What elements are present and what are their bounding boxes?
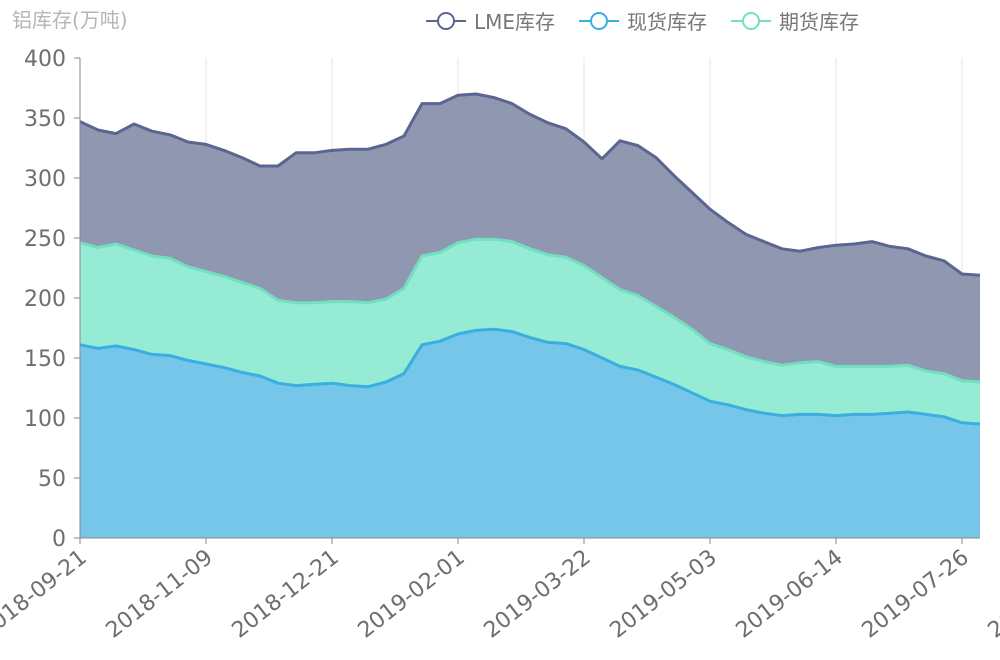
y-tick-label-5: 250 <box>24 227 66 252</box>
x-tick-label-7: 2019-07-26 <box>858 545 974 643</box>
series-line-2 <box>79 92 981 277</box>
legend-swatch-futures <box>731 11 772 30</box>
x-tick-label-0: 2018-09-21 <box>0 545 92 643</box>
legend-swatch-lme <box>426 11 466 30</box>
x-tick-label-8: 2019-09-20 <box>984 545 1000 643</box>
legend-label-lme: LME库存 <box>474 10 556 34</box>
x-tick-label-4: 2019-03-22 <box>480 545 596 643</box>
x-tick-label-6: 2019-06-14 <box>732 545 848 643</box>
legend-label-futures: 期货库存 <box>779 10 860 34</box>
legend-item-lme[interactable]: LME库存 <box>424 6 555 35</box>
y-tick-label-2: 100 <box>24 407 66 432</box>
y-axis-title: 铝库存(万吨) <box>12 8 128 32</box>
y-tick-label-0: 0 <box>52 527 66 552</box>
y-tick-label-4: 200 <box>24 287 66 312</box>
x-tick-label-2: 2018-12-21 <box>228 545 344 643</box>
y-tick-label-8: 400 <box>24 47 66 72</box>
legend-item-spot[interactable]: 现货库存 <box>577 6 707 35</box>
area-0 <box>80 329 980 538</box>
area-1 <box>80 239 980 424</box>
x-tick-label-3: 2019-02-01 <box>354 545 470 643</box>
series-line-0 <box>79 327 981 426</box>
legend-item-futures[interactable]: 期货库存 <box>729 6 859 35</box>
x-tick-label-1: 2018-11-09 <box>102 545 218 643</box>
y-tick-label-6: 300 <box>24 167 66 192</box>
area-2 <box>80 94 980 382</box>
y-tick-label-7: 350 <box>24 107 66 132</box>
series-line-1 <box>79 237 981 384</box>
y-tick-label-3: 150 <box>24 347 66 372</box>
legend-label-spot: 现货库存 <box>627 10 708 34</box>
legend: LME库存 现货库存 期货库存 <box>424 6 881 35</box>
legend-swatch-spot <box>579 11 620 30</box>
y-tick-label-1: 50 <box>38 467 66 492</box>
x-tick-label-5: 2019-05-03 <box>606 545 722 643</box>
